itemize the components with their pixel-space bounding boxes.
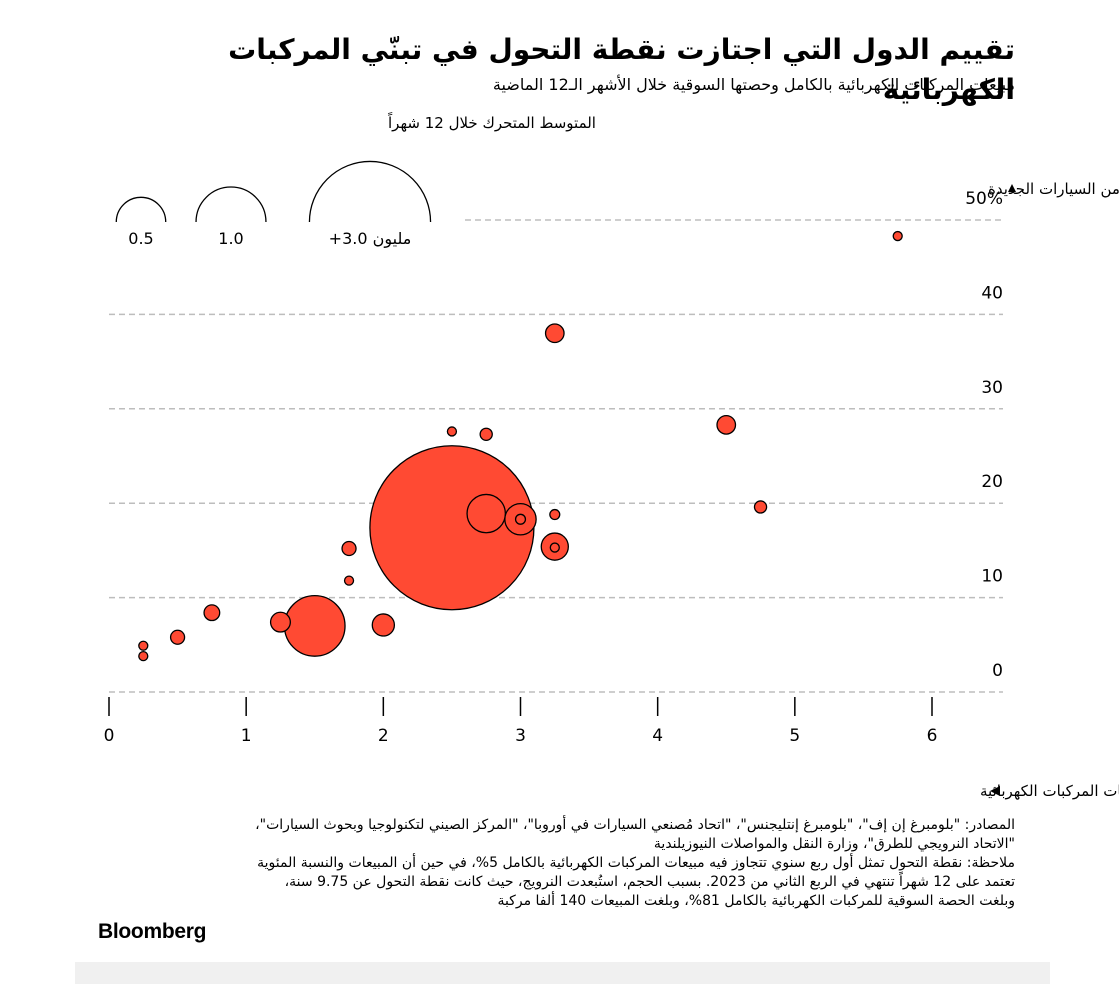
size-legend-label-1: 1.0 bbox=[218, 229, 243, 248]
triangle-up-icon bbox=[1008, 184, 1016, 192]
footer-bar bbox=[75, 962, 1050, 984]
bubble-10 bbox=[446, 426, 458, 437]
bubble-11 bbox=[479, 427, 493, 441]
bubble-15 bbox=[549, 508, 561, 521]
x-tick-label-0: 0 bbox=[104, 726, 115, 746]
x-tick-label-1: 1 bbox=[241, 726, 252, 746]
bubble-0 bbox=[138, 640, 149, 651]
y-tick-label-3: 30 bbox=[981, 378, 1003, 398]
bubble-5 bbox=[283, 594, 346, 657]
x-tick-label-6: 6 bbox=[927, 726, 938, 746]
grid-lines bbox=[109, 219, 1003, 693]
bubble-8 bbox=[371, 613, 396, 637]
triangle-left-icon bbox=[990, 786, 1000, 796]
y-tick-label-2: 20 bbox=[981, 472, 1003, 492]
y-tick-label-1: 10 bbox=[981, 567, 1003, 587]
size-legend-label-0: 0.5 bbox=[128, 229, 153, 248]
bubble-4 bbox=[269, 611, 291, 633]
size-legend-title: المتوسط المتحرك خلال 12 شهراً bbox=[387, 112, 596, 132]
chart-subtitle: مبيعات المركبات الكهربائية بالكامل وحصته… bbox=[492, 75, 1015, 94]
bubble-12 bbox=[466, 493, 507, 534]
x-tick-label-3: 3 bbox=[515, 726, 526, 746]
bubble-6 bbox=[341, 540, 357, 557]
bubble-2 bbox=[169, 629, 186, 645]
y-tick-label-4: 40 bbox=[981, 283, 1003, 303]
sources-note: المصادر: "بلومبرغ إن إف"، "بلومبرغ إنتلي… bbox=[255, 817, 1015, 852]
y-axis-title: نسبة المركبات الكهربائية من السيارات الج… bbox=[988, 180, 1119, 198]
x-axis: 0 1 2 3 4 5 6 bbox=[104, 697, 938, 746]
bubble-1 bbox=[138, 650, 149, 662]
size-legend-label-2: +3.0 مليون bbox=[329, 229, 412, 249]
x-tick-label-4: 4 bbox=[652, 726, 663, 746]
x-axis-title: عدد الأعوام منذ اجتياز عتبة 5% لمبيعات ا… bbox=[980, 781, 1119, 800]
bubble-20 bbox=[753, 500, 768, 514]
bubble-17 bbox=[549, 542, 560, 553]
x-tick-label-2: 2 bbox=[378, 726, 389, 746]
x-tick-label-5: 5 bbox=[789, 726, 800, 746]
bubble-21 bbox=[892, 230, 903, 242]
size-legend: المتوسط المتحرك خلال 12 شهراً 0.5 1.0 +3.0… bbox=[115, 112, 596, 249]
chart-notes: المصادر: "بلومبرغ إن إف"، "بلومبرغ إنتلي… bbox=[255, 816, 1015, 911]
x-axis-title-group: عدد الأعوام منذ اجتياز عتبة 5% لمبيعات ا… bbox=[980, 781, 1119, 800]
chart-title: تقييم الدول التي اجتازت نقطة التحول في ت… bbox=[228, 33, 1015, 106]
y-axis-title-group: نسبة المركبات الكهربائية من السيارات الج… bbox=[988, 180, 1119, 198]
bubble-7 bbox=[343, 575, 355, 586]
methodology-note: ملاحظة: نقطة التحول تمثل أول ربع سنوي تت… bbox=[257, 855, 1015, 909]
bubble-19 bbox=[716, 414, 737, 435]
y-tick-labels: 0 10 20 30 40 50% bbox=[965, 189, 1003, 681]
y-tick-label-0: 0 bbox=[992, 661, 1003, 681]
size-legend-arc-2 bbox=[308, 160, 432, 223]
bubble-3 bbox=[203, 604, 221, 622]
y-tick-label-5: 50% bbox=[965, 189, 1003, 209]
bubble-18 bbox=[544, 323, 565, 344]
bloomberg-logo: Bloomberg bbox=[98, 920, 207, 943]
bubbles bbox=[138, 230, 903, 662]
size-legend-arc-1 bbox=[195, 186, 267, 223]
bubble-14 bbox=[514, 513, 527, 525]
size-legend-arc-0 bbox=[115, 196, 167, 223]
